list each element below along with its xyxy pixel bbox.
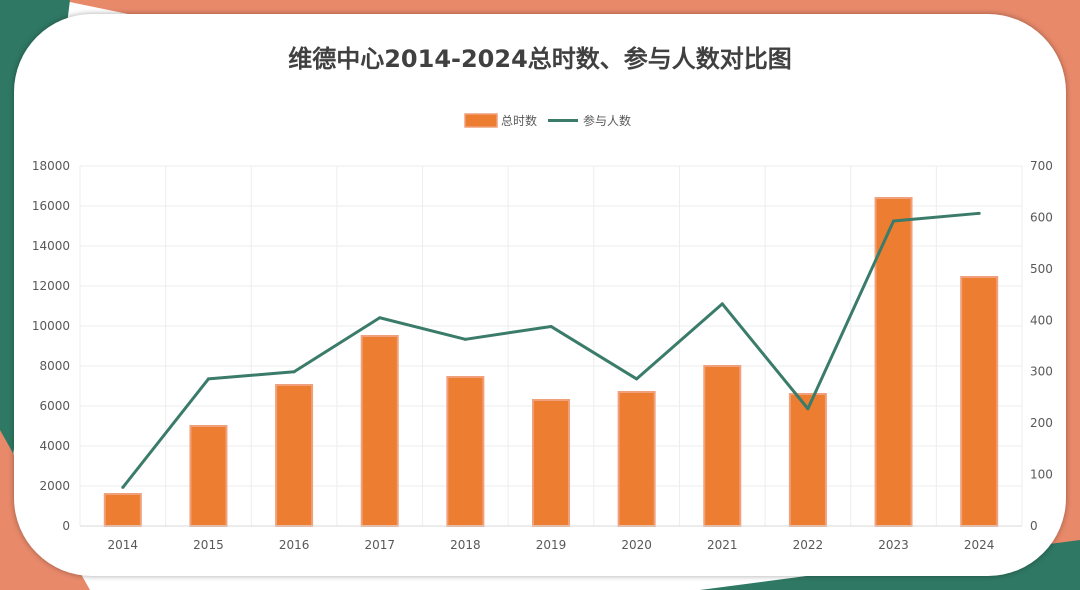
y-left-tick-label: 16000 bbox=[32, 199, 70, 213]
bar-2018 bbox=[446, 376, 485, 527]
y-left-tick-label: 12000 bbox=[32, 279, 70, 293]
x-tick-label: 2022 bbox=[793, 538, 824, 552]
y-left-tick-label: 0 bbox=[62, 519, 70, 533]
axes: 0200040006000800010000120001400016000180… bbox=[32, 159, 1053, 552]
y-right-tick-label: 400 bbox=[1030, 313, 1053, 327]
line-point-2014 bbox=[121, 485, 125, 489]
line-point-2016 bbox=[292, 370, 296, 374]
legend-label-bar: 总时数 bbox=[501, 113, 537, 128]
bar-2024 bbox=[960, 276, 999, 527]
x-tick-label: 2015 bbox=[193, 538, 224, 552]
line-point-2019 bbox=[549, 324, 553, 328]
bar-2017 bbox=[360, 335, 399, 527]
bar-2022 bbox=[788, 393, 827, 527]
x-tick-label: 2018 bbox=[450, 538, 481, 552]
x-tick-label: 2014 bbox=[108, 538, 139, 552]
legend-label-line: 参与人数 bbox=[583, 113, 631, 128]
y-left-tick-label: 4000 bbox=[39, 439, 70, 453]
grid bbox=[79, 165, 1023, 526]
y-left-tick-label: 8000 bbox=[39, 359, 70, 373]
bar-2021 bbox=[703, 365, 742, 527]
x-tick-label: 2017 bbox=[364, 538, 395, 552]
line-point-2021 bbox=[720, 302, 724, 306]
y-right-tick-label: 700 bbox=[1030, 159, 1053, 173]
bar-2020 bbox=[617, 391, 656, 527]
legend: 总时数 参与人数 bbox=[464, 113, 631, 128]
y-left-tick-label: 6000 bbox=[39, 399, 70, 413]
line-point-2022 bbox=[806, 407, 810, 411]
line-point-2020 bbox=[635, 377, 639, 381]
line-series bbox=[121, 211, 981, 489]
y-right-tick-label: 0 bbox=[1030, 519, 1038, 533]
bar-2015 bbox=[189, 425, 228, 527]
y-left-tick-label: 18000 bbox=[32, 159, 70, 173]
y-right-tick-label: 200 bbox=[1030, 416, 1053, 430]
x-tick-label: 2024 bbox=[964, 538, 995, 552]
y-right-tick-label: 100 bbox=[1030, 468, 1053, 482]
bar-2016 bbox=[275, 384, 314, 527]
x-tick-label: 2019 bbox=[536, 538, 567, 552]
x-tick-label: 2023 bbox=[878, 538, 909, 552]
bar-series bbox=[103, 197, 999, 527]
y-right-tick-label: 600 bbox=[1030, 210, 1053, 224]
line-point-2015 bbox=[206, 377, 210, 381]
y-right-tick-label: 500 bbox=[1030, 262, 1053, 276]
line-point-2018 bbox=[463, 337, 467, 341]
line-point-2024 bbox=[977, 211, 981, 215]
bar-2019 bbox=[532, 399, 570, 527]
legend-swatch-bar bbox=[464, 113, 498, 128]
y-left-tick-label: 10000 bbox=[32, 319, 70, 333]
bar-2014 bbox=[103, 493, 142, 527]
x-tick-label: 2021 bbox=[707, 538, 738, 552]
y-right-tick-label: 300 bbox=[1030, 365, 1053, 379]
line-point-2017 bbox=[378, 316, 382, 320]
line-point-2023 bbox=[892, 219, 896, 223]
x-tick-label: 2016 bbox=[279, 538, 310, 552]
y-left-tick-label: 2000 bbox=[39, 479, 70, 493]
chart-title: 维德中心2014-2024总时数、参与人数对比图 bbox=[288, 45, 792, 73]
x-tick-label: 2020 bbox=[621, 538, 652, 552]
y-left-tick-label: 14000 bbox=[32, 239, 70, 253]
